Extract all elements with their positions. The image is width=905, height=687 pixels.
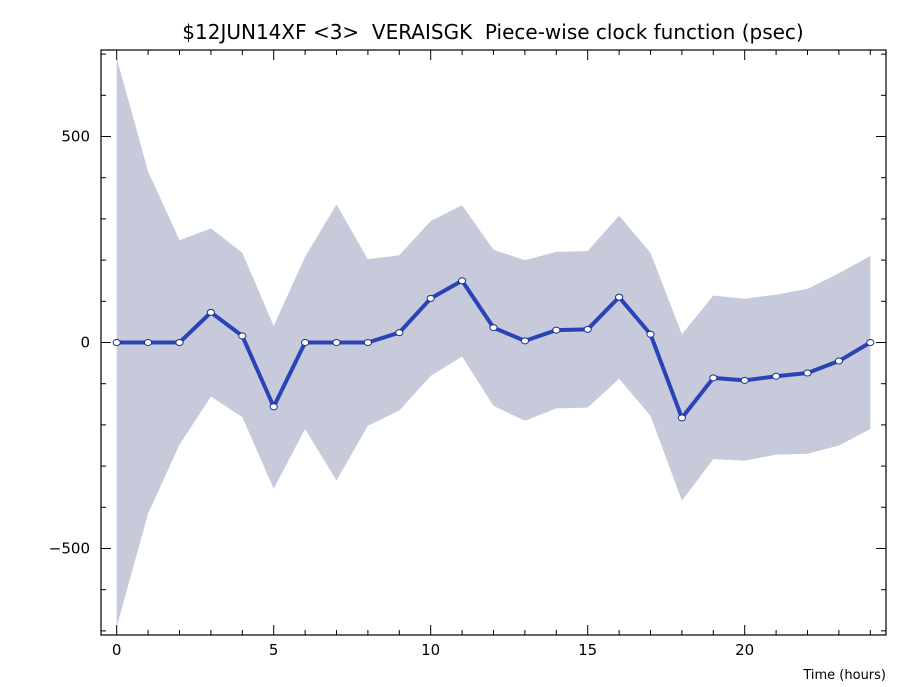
data-point — [646, 330, 655, 338]
data-point — [866, 339, 875, 346]
y-tick-label: 500 — [61, 128, 90, 146]
series-line-segment — [774, 370, 810, 379]
x-tick-label: 20 — [735, 641, 754, 659]
series-line-segment — [208, 310, 245, 338]
series-line-segment — [365, 330, 402, 345]
x-tick-label: 10 — [421, 641, 440, 659]
error-band-layer — [116, 58, 871, 627]
data-point — [206, 308, 215, 316]
series-line-segment — [522, 328, 559, 343]
data-point — [301, 339, 310, 346]
series-line-segment — [177, 310, 213, 345]
data-point — [615, 293, 624, 301]
data-point — [834, 357, 844, 365]
series-line-segment — [679, 375, 716, 420]
series-line-segment — [271, 340, 308, 409]
series-line-segment — [491, 325, 527, 343]
series-line-segment — [617, 295, 653, 337]
error-band — [116, 58, 871, 627]
data-point — [740, 376, 749, 384]
y-tick-label: −500 — [49, 539, 90, 557]
series-line-segment — [585, 295, 622, 332]
series-line-segment — [805, 359, 841, 375]
data-point — [112, 339, 121, 346]
data-points-layer — [112, 277, 875, 422]
data-point — [144, 339, 153, 346]
tick-marks — [101, 50, 886, 635]
series-line-segment — [397, 296, 433, 335]
data-point — [332, 339, 341, 346]
data-point — [363, 339, 372, 346]
data-point — [269, 403, 278, 411]
data-point — [583, 325, 592, 333]
series-line-segment — [648, 332, 684, 420]
series-line-segment — [836, 340, 873, 364]
series-line-segment — [711, 375, 747, 383]
data-point — [395, 329, 404, 337]
x-axis-label: Time (hours) — [802, 668, 886, 683]
x-tick-label: 15 — [578, 641, 597, 659]
series-line-segment — [428, 278, 465, 301]
data-point — [677, 414, 687, 422]
x-tick-label: 0 — [112, 641, 122, 659]
series-line-segment — [742, 374, 779, 383]
x-tick-label: 5 — [269, 641, 279, 659]
data-point — [426, 294, 435, 302]
data-point — [175, 339, 184, 346]
series-line-segment — [554, 327, 590, 333]
data-point — [520, 337, 530, 345]
data-point — [803, 369, 812, 377]
data-point — [772, 372, 781, 380]
chart-title: $12JUN14XF <3> VERAISGK Piece-wise clock… — [182, 20, 803, 44]
data-point — [709, 374, 718, 382]
data-point — [238, 332, 247, 340]
y-tick-label: 0 — [80, 334, 90, 352]
data-point — [458, 277, 467, 285]
data-point — [489, 324, 498, 332]
series-line-layer — [114, 278, 873, 420]
data-point — [552, 326, 561, 334]
series-line-segment — [460, 278, 496, 330]
series-line-segment — [240, 333, 276, 409]
tick-labels: 0 5 10 15 20 −500 0 500 — [49, 128, 754, 659]
